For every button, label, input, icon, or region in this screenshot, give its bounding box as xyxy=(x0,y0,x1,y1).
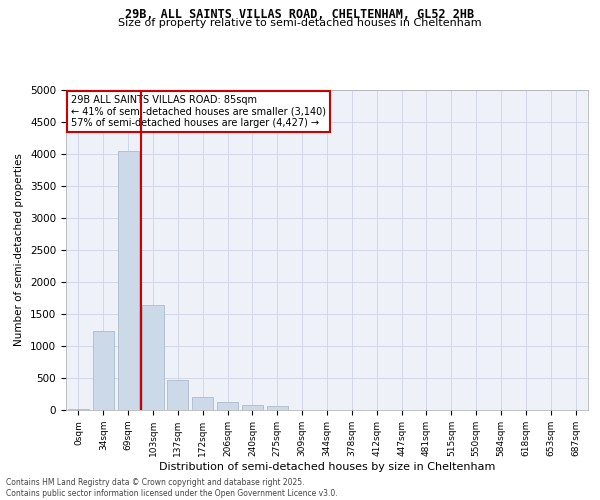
Bar xyxy=(217,402,238,410)
Bar xyxy=(167,380,188,410)
Bar xyxy=(192,396,213,410)
Bar xyxy=(93,332,114,410)
Bar xyxy=(242,405,263,410)
Text: 29B ALL SAINTS VILLAS ROAD: 85sqm
← 41% of semi-detached houses are smaller (3,1: 29B ALL SAINTS VILLAS ROAD: 85sqm ← 41% … xyxy=(71,95,326,128)
Y-axis label: Number of semi-detached properties: Number of semi-detached properties xyxy=(14,154,25,346)
Bar xyxy=(142,305,164,410)
Bar xyxy=(68,409,89,410)
X-axis label: Distribution of semi-detached houses by size in Cheltenham: Distribution of semi-detached houses by … xyxy=(159,462,495,471)
Bar xyxy=(267,406,288,410)
Text: 29B, ALL SAINTS VILLAS ROAD, CHELTENHAM, GL52 2HB: 29B, ALL SAINTS VILLAS ROAD, CHELTENHAM,… xyxy=(125,8,475,20)
Text: Contains HM Land Registry data © Crown copyright and database right 2025.
Contai: Contains HM Land Registry data © Crown c… xyxy=(6,478,338,498)
Text: Size of property relative to semi-detached houses in Cheltenham: Size of property relative to semi-detach… xyxy=(118,18,482,28)
Bar xyxy=(118,151,139,410)
